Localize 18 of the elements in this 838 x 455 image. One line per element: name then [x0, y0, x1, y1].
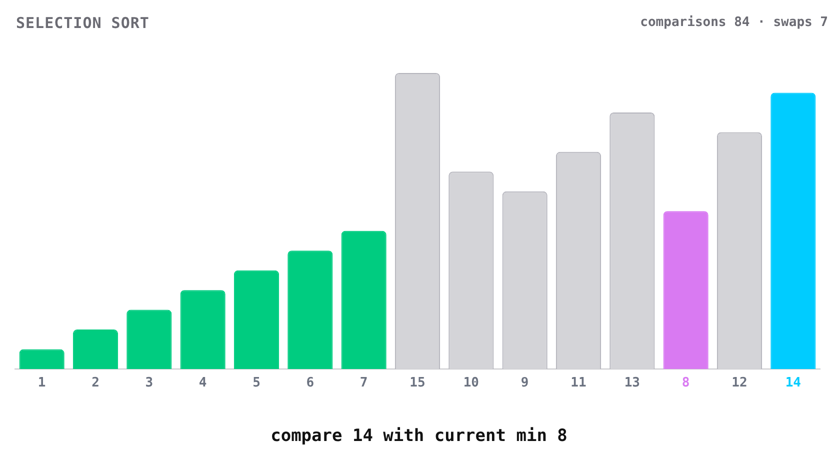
data-label: 9	[520, 375, 529, 390]
data-label: 7	[360, 375, 368, 390]
data-label: 4	[198, 375, 207, 390]
data-label: 10	[463, 375, 480, 390]
data-label: 8	[682, 375, 690, 390]
data-label: 13	[624, 375, 640, 390]
chart-title: SELECTION SORT	[16, 14, 150, 32]
data-label: 5	[252, 375, 260, 390]
data-label: 15	[410, 375, 426, 390]
data-label: 3	[145, 375, 154, 390]
text: compare 14 with current min 8	[270, 426, 568, 446]
data-label: 6	[306, 375, 314, 390]
data-label: 1	[38, 375, 46, 390]
data-label: 14	[785, 375, 802, 390]
data-label: 11	[570, 375, 586, 390]
data-label: 12	[732, 375, 748, 390]
chart-subtitle: comparisons 84 · swaps 7	[640, 15, 828, 30]
data-label: 2	[92, 375, 100, 390]
